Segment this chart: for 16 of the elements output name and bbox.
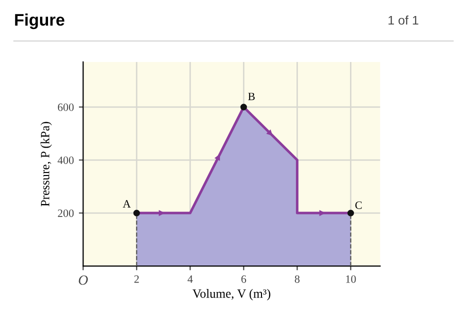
text: 1 of 1: [388, 16, 418, 25]
annotation: C: [355, 201, 362, 209]
x-axis-title: Volume, V (m³): [192, 289, 270, 300]
annotation: A: [122, 200, 131, 208]
annotation: B: [248, 92, 255, 100]
chart-title: Figure: [15, 14, 64, 30]
x-tick-label: 10: [346, 275, 356, 283]
x-tick-label: 4: [188, 275, 193, 283]
y-tick-label: 600: [58, 104, 74, 111]
y-axis-title: Pressure, P (kPa): [40, 122, 52, 206]
x-tick-label: 8: [294, 275, 300, 283]
x-tick-label: O: [78, 275, 88, 285]
x-tick-label: 2: [134, 275, 139, 283]
x-tick-label: 6: [241, 275, 246, 283]
y-tick-label: 400: [58, 156, 74, 164]
y-tick-label: 200: [58, 209, 74, 217]
